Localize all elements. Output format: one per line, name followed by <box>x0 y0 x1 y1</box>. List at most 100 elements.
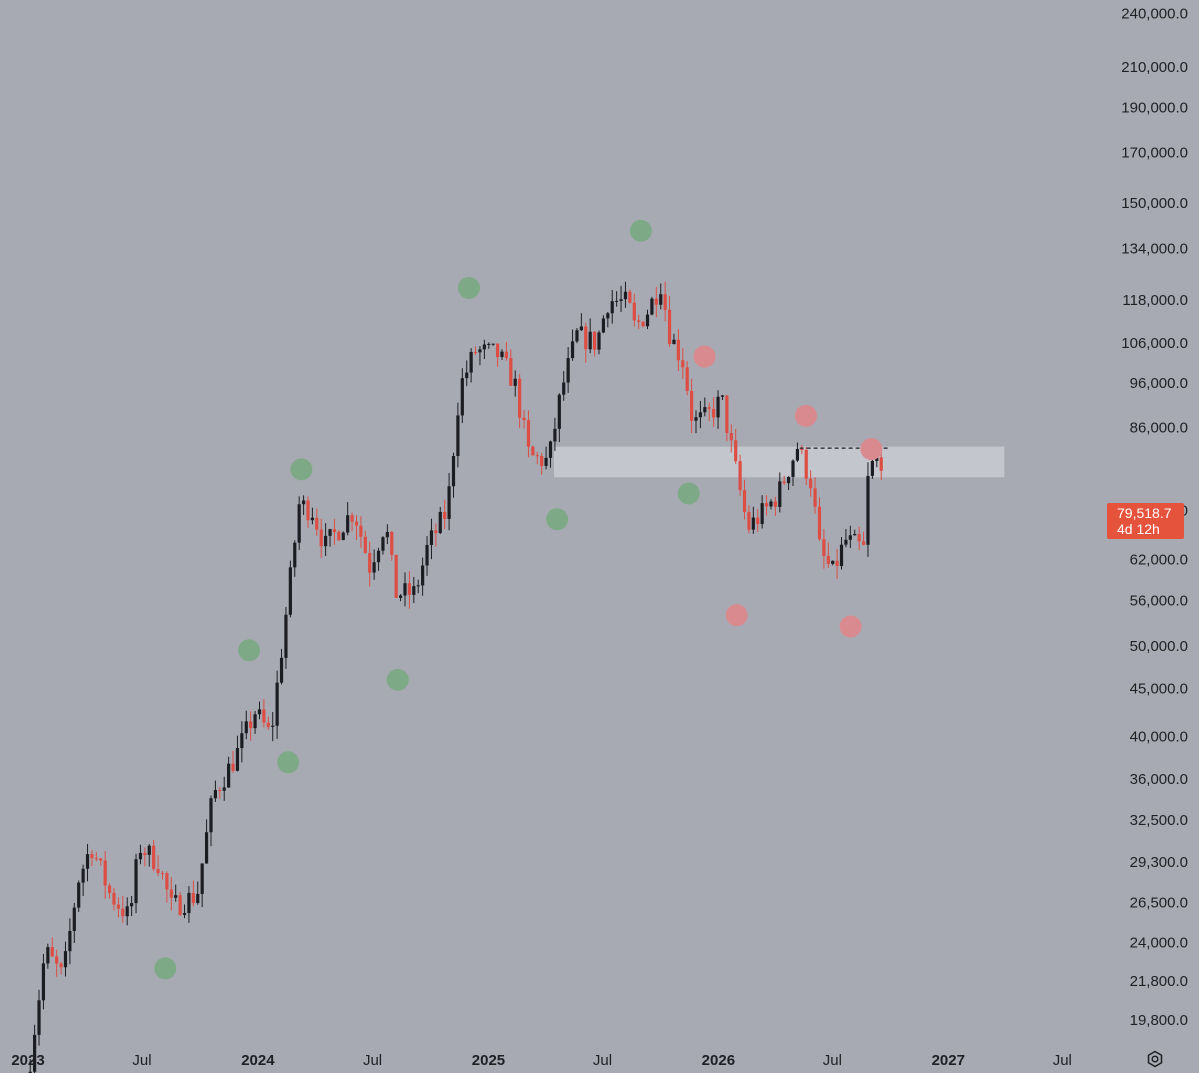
candle-body <box>328 529 332 536</box>
green-signal-marker <box>629 219 652 242</box>
candle-body <box>645 314 650 327</box>
candle-body <box>526 420 531 447</box>
candle <box>685 360 689 396</box>
candle-body <box>160 873 165 875</box>
candle-body <box>870 460 874 476</box>
candle <box>218 787 222 799</box>
green-signal-marker <box>546 508 569 531</box>
green-signal-marker <box>386 668 409 691</box>
candle <box>764 495 769 516</box>
time-tick-label: Jul <box>593 1052 612 1069</box>
candle-body <box>703 407 707 413</box>
green-signal-marker <box>154 957 177 980</box>
price-tick-label: 150,000.0 <box>1121 195 1188 212</box>
candle <box>279 648 284 685</box>
time-axis[interactable]: 2023 Jul 2024 Jul 2025 Jul 2026 Jul 2027 Jul <box>11 1052 1072 1069</box>
candle-body <box>332 529 337 532</box>
candle-body <box>116 904 120 909</box>
candle-body <box>152 845 156 870</box>
candle-body <box>288 567 292 615</box>
candle <box>429 518 434 560</box>
red-signal-marker <box>693 345 716 368</box>
candle <box>235 735 240 772</box>
candle <box>465 360 469 387</box>
candle-body <box>297 504 301 543</box>
candle-body <box>601 318 606 333</box>
candle-body <box>751 517 755 530</box>
candle-body <box>681 360 685 368</box>
price-tick-label: 106,000.0 <box>1121 335 1188 352</box>
candle <box>857 526 861 551</box>
price-axis[interactable]: 300,000.0270,000.0240,000.0210,000.0190,… <box>1121 0 1188 1029</box>
candle <box>751 506 755 534</box>
candle <box>473 346 478 355</box>
candle-body <box>650 298 654 315</box>
candle-body <box>584 326 588 350</box>
chart-settings-button[interactable] <box>1143 1047 1167 1071</box>
candle <box>200 863 204 908</box>
candle-body <box>588 331 592 350</box>
candle-body <box>213 790 217 799</box>
candle <box>147 844 151 867</box>
candle <box>619 285 623 312</box>
candle <box>729 424 733 453</box>
candle-body <box>306 500 310 521</box>
candle-body <box>778 481 782 507</box>
candle-body <box>174 895 178 898</box>
price-tick-label: 19,800.0 <box>1130 1012 1188 1029</box>
candle-body <box>240 733 244 749</box>
candle-body <box>94 858 98 860</box>
candle <box>421 557 425 596</box>
candle <box>209 795 213 847</box>
candle-body <box>368 552 372 573</box>
candle <box>222 776 226 801</box>
candle-body <box>473 351 478 353</box>
red-signal-marker <box>794 404 817 427</box>
time-tick-label: 2025 <box>472 1052 505 1069</box>
candle-body <box>249 721 253 729</box>
green-signal-marker <box>677 482 700 505</box>
candle-body <box>469 351 473 373</box>
candle <box>130 896 134 917</box>
candle <box>698 400 703 429</box>
candle-body <box>138 852 143 860</box>
candle-body <box>85 854 90 869</box>
candle-body <box>562 382 566 395</box>
candle-body <box>244 721 248 734</box>
candle <box>328 528 332 547</box>
candle-body <box>839 544 844 567</box>
candle <box>363 530 367 554</box>
candle <box>804 447 808 486</box>
candle <box>844 528 848 548</box>
candle <box>641 320 645 328</box>
candle <box>694 410 698 434</box>
candle <box>55 949 59 977</box>
candle-body <box>764 503 769 507</box>
candle <box>372 549 376 580</box>
candle <box>460 368 464 424</box>
candle <box>817 497 822 541</box>
candle <box>28 1058 32 1073</box>
candle-body <box>227 763 231 788</box>
candle <box>689 378 694 434</box>
candle <box>725 395 729 442</box>
candle-body <box>548 441 553 458</box>
gear-icon <box>1147 1050 1163 1068</box>
time-tick-label: 2024 <box>241 1052 275 1069</box>
candle-body <box>676 339 680 361</box>
candle-body <box>99 858 103 861</box>
candle <box>672 333 676 345</box>
candle <box>244 710 248 740</box>
candle-body <box>381 537 385 551</box>
candle <box>350 512 354 532</box>
candle <box>676 329 680 372</box>
candle-body <box>390 531 394 555</box>
candle <box>650 296 654 316</box>
candle <box>734 428 738 465</box>
candle <box>231 750 235 773</box>
candle-body <box>482 344 486 350</box>
candle-body <box>72 907 76 932</box>
candle <box>68 918 72 965</box>
candle <box>160 870 165 880</box>
